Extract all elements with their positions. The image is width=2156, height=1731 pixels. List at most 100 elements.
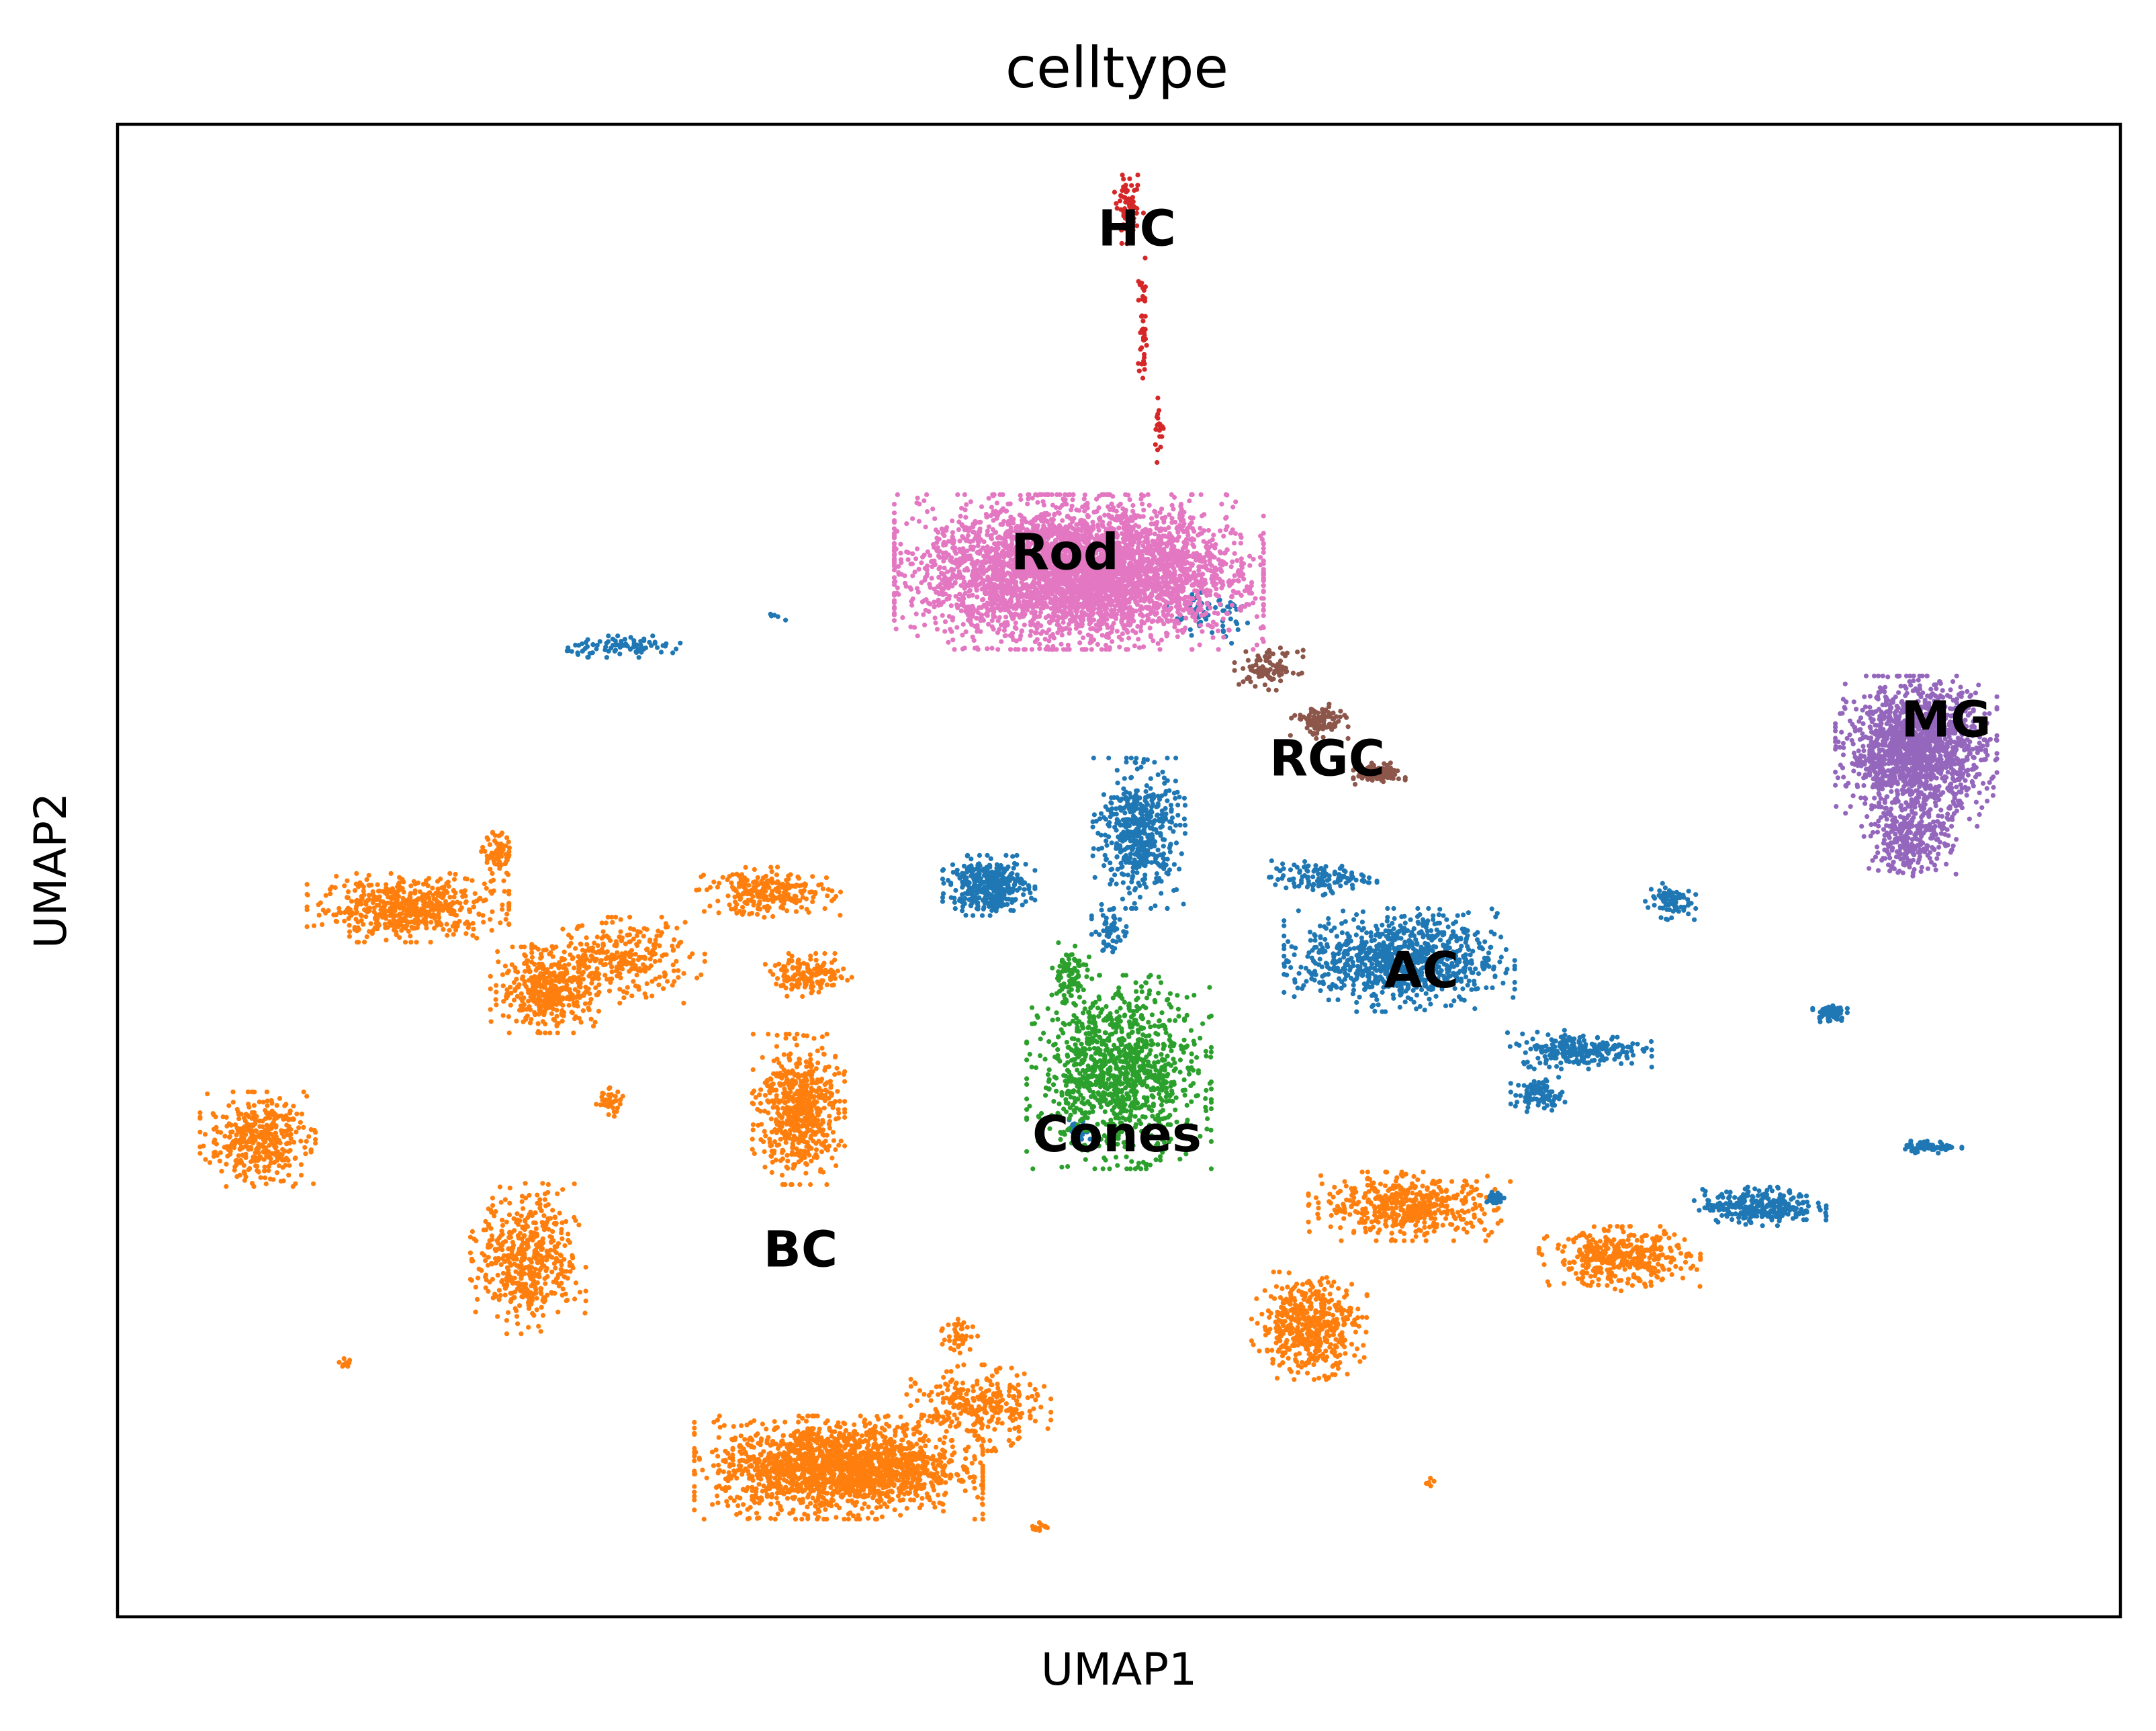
- data-point: [670, 943, 675, 948]
- data-point: [716, 910, 721, 916]
- data-point: [823, 1507, 828, 1512]
- data-point: [517, 1303, 523, 1308]
- data-point: [222, 1145, 227, 1150]
- data-point: [782, 1419, 788, 1425]
- data-point: [560, 1286, 566, 1292]
- data-point: [803, 1083, 808, 1088]
- data-point: [260, 1124, 265, 1129]
- data-point: [240, 1145, 245, 1151]
- data-point: [827, 975, 834, 980]
- data-point: [778, 983, 784, 989]
- data-point: [715, 1500, 721, 1505]
- data-point: [817, 1448, 823, 1453]
- data-point: [756, 1468, 761, 1473]
- data-point: [572, 1181, 577, 1186]
- data-point: [762, 1149, 767, 1155]
- data-point: [399, 928, 404, 933]
- data-point: [609, 969, 615, 975]
- data-point: [864, 1432, 869, 1437]
- data-point: [725, 1474, 731, 1480]
- data-point: [643, 969, 648, 974]
- data-point: [562, 1257, 567, 1262]
- data-point: [484, 835, 490, 840]
- data-point: [496, 1288, 502, 1293]
- data-point: [226, 1103, 232, 1108]
- data-point: [793, 909, 799, 914]
- data-point: [586, 1007, 592, 1012]
- data-point: [375, 895, 380, 900]
- data-point: [826, 1064, 832, 1069]
- data-point: [980, 1491, 985, 1496]
- data-point: [498, 920, 503, 926]
- data-point: [732, 906, 737, 912]
- data-point: [444, 922, 449, 927]
- data-point: [547, 1030, 553, 1036]
- data-point: [617, 987, 623, 992]
- data-point: [547, 951, 552, 957]
- data-point: [692, 1507, 697, 1513]
- data-point: [791, 1507, 796, 1513]
- data-point: [692, 1458, 697, 1464]
- data-point: [298, 1162, 304, 1167]
- data-point: [531, 1313, 537, 1318]
- data-point: [809, 1101, 814, 1107]
- data-point: [447, 871, 453, 876]
- data-point: [729, 880, 734, 885]
- data-point: [499, 1229, 504, 1234]
- data-point: [383, 925, 388, 930]
- data-point: [271, 1177, 276, 1182]
- data-point: [886, 1474, 891, 1479]
- data-point: [840, 1450, 845, 1456]
- data-point: [508, 1002, 513, 1008]
- data-point: [552, 1215, 558, 1220]
- data-point: [641, 934, 646, 939]
- data-point: [352, 888, 358, 893]
- data-point: [737, 897, 743, 902]
- data-point: [251, 1110, 256, 1116]
- data-point: [952, 1450, 957, 1456]
- data-point: [751, 880, 756, 885]
- data-point: [457, 919, 462, 924]
- data-point: [829, 960, 835, 965]
- data-point: [774, 1104, 780, 1110]
- data-point: [447, 895, 453, 900]
- data-point: [521, 1206, 526, 1211]
- data-point: [609, 914, 615, 920]
- data-point: [971, 1479, 977, 1484]
- data-point: [911, 1451, 917, 1456]
- data-point: [519, 1194, 525, 1199]
- data-point: [451, 908, 457, 914]
- data-point: [374, 902, 380, 908]
- data-point: [459, 905, 464, 910]
- data-point: [803, 1431, 809, 1436]
- data-point: [823, 1421, 828, 1426]
- data-point: [624, 961, 629, 967]
- data-point: [533, 1242, 539, 1247]
- data-point: [768, 1515, 774, 1521]
- data-point: [500, 983, 506, 989]
- data-point: [734, 1476, 739, 1481]
- data-point: [807, 1115, 813, 1120]
- data-point: [772, 963, 778, 969]
- data-point: [782, 973, 787, 978]
- data-point: [203, 1157, 208, 1162]
- data-point: [854, 1488, 860, 1493]
- data-point: [858, 1462, 863, 1467]
- data-point: [840, 1492, 846, 1497]
- data-point: [694, 887, 699, 893]
- data-point: [562, 1274, 567, 1280]
- data-point: [908, 1485, 913, 1491]
- data-point: [400, 877, 405, 882]
- data-point: [613, 914, 619, 920]
- data-point: [563, 1291, 568, 1296]
- data-point: [504, 987, 510, 993]
- data-point: [770, 914, 776, 919]
- data-point: [522, 1255, 528, 1261]
- data-point: [519, 991, 524, 996]
- data-point: [550, 954, 555, 959]
- data-point: [566, 1237, 571, 1243]
- data-point: [535, 946, 541, 952]
- data-point: [575, 1004, 580, 1009]
- data-point: [792, 1163, 797, 1169]
- data-point: [768, 1450, 773, 1456]
